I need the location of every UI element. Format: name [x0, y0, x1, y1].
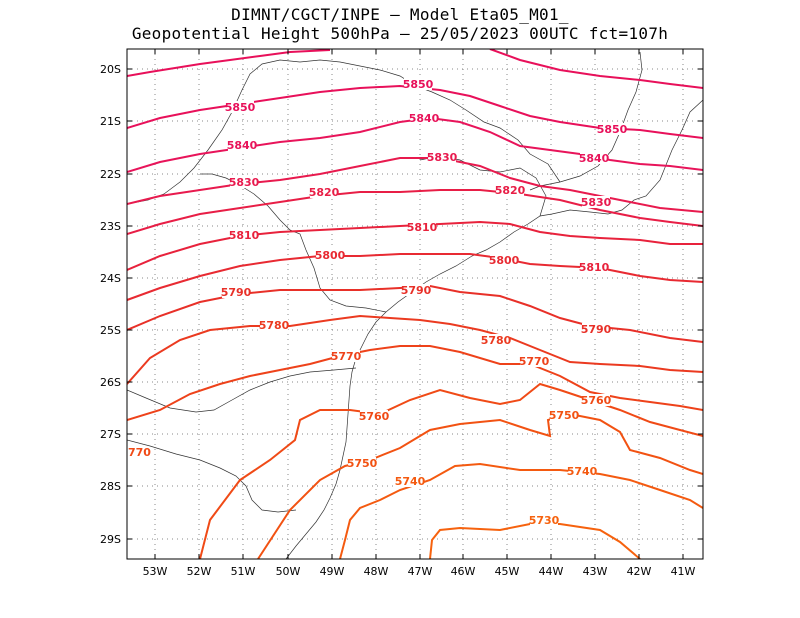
contour-label-5840: 5840: [579, 152, 610, 165]
contour-5830: [127, 157, 703, 213]
contour-label-5790: 5790: [401, 284, 432, 297]
title-line-2: Geopotential Height 500hPa – 25/05/2023 …: [131, 24, 669, 43]
contour-label-5760: 5760: [581, 394, 612, 407]
lat-tick-label: 21S: [100, 115, 121, 128]
contour-5760: [199, 382, 703, 559]
lat-tick-label: 25S: [100, 324, 121, 337]
lon-tick-label: 43W: [583, 565, 608, 578]
lon-tick-label: 41W: [671, 565, 696, 578]
lon-tick-label: 49W: [320, 565, 345, 578]
state-border: [529, 51, 643, 191]
lon-tick-label: 51W: [231, 565, 256, 578]
lon-tick-label: 52W: [187, 565, 212, 578]
contour-label-5830: 5830: [581, 196, 612, 209]
contour-label-5750: 5750: [347, 457, 378, 470]
lon-tick-label: 53W: [143, 565, 168, 578]
lat-tick-label: 24S: [100, 272, 121, 285]
country-border: [127, 367, 357, 413]
lon-tick-label: 45W: [495, 565, 520, 578]
contour-label-5790: 5790: [221, 286, 252, 299]
lon-tick-label: 50W: [276, 565, 301, 578]
contour-label-5810: 5810: [407, 221, 438, 234]
contour-label-5820: 5820: [309, 186, 340, 199]
contour-label-5770: 5770: [331, 350, 362, 363]
lon-tick-label: 48W: [364, 565, 389, 578]
contour-label-5850: 5850: [403, 78, 434, 91]
contour-label-5830: 5830: [427, 151, 458, 164]
lat-tick-label: 26S: [100, 376, 121, 389]
contour-label-5760: 5760: [359, 410, 390, 423]
contour-label-5850: 5850: [225, 101, 256, 114]
contour-label-5790: 5790: [581, 323, 612, 336]
contour-5780: [127, 314, 703, 385]
contour-label-edge: 770: [128, 446, 151, 459]
lon-tick-label: 46W: [451, 565, 476, 578]
country-border: [127, 439, 297, 513]
contour-label-5740: 5740: [567, 465, 598, 478]
lat-tick-label: 28S: [100, 480, 121, 493]
contour-label-5800: 5800: [315, 249, 346, 262]
state-border: [419, 155, 547, 217]
state-border: [127, 59, 561, 205]
title-line-1: DIMNT/CGCT/INPE – Model Eta05_M01_: [231, 5, 569, 24]
lat-tick-label: 29S: [100, 533, 121, 546]
lat-tick-label: 23S: [100, 220, 121, 233]
contour-5740: [339, 462, 703, 559]
lat-tick-label: 20S: [100, 63, 121, 76]
lon-tick-label: 44W: [539, 565, 564, 578]
contour-label-5840: 5840: [227, 139, 258, 152]
state-border: [289, 229, 387, 313]
contour-label-5800: 5800: [489, 254, 520, 267]
contour-label-5810: 5810: [229, 229, 260, 242]
plot-frame: [126, 48, 704, 560]
axis-ticks: 20S 21S 22S 23S 24S 25S 26S 27S 28S 29S 53W 52W 51W 5…: [100, 49, 703, 578]
contour-label-5830: 5830: [229, 176, 260, 189]
country-border: [200, 173, 291, 231]
contour-label-5810: 5810: [579, 261, 610, 274]
contour-label-5840: 5840: [409, 112, 440, 125]
contour-label-5740: 5740: [395, 475, 426, 488]
contour-5800: [127, 253, 703, 301]
contour-5770: [127, 345, 703, 421]
contour-label-5730: 5730: [529, 514, 560, 527]
contour-5730: [429, 523, 641, 559]
lat-tick-label: 27S: [100, 428, 121, 441]
contour-label-5780: 5780: [259, 319, 290, 332]
contour-labels: 5850 5850 5850 5840 5840 5840 5830 5830 5830 5820…: [128, 78, 628, 527]
contour-label-5780: 5780: [481, 334, 512, 347]
contour-label-5750: 5750: [549, 409, 580, 422]
contour-label-5770: 5770: [519, 355, 550, 368]
lat-lon-grid: [127, 49, 703, 559]
contour-5820: [127, 189, 703, 235]
lat-tick-label: 22S: [100, 168, 121, 181]
lon-tick-label: 47W: [408, 565, 433, 578]
contour-5750: [257, 412, 703, 559]
contour-5810: [127, 220, 703, 271]
lon-tick-label: 42W: [627, 565, 652, 578]
contour-label-5820: 5820: [495, 184, 526, 197]
contour-label-5850: 5850: [597, 123, 628, 136]
